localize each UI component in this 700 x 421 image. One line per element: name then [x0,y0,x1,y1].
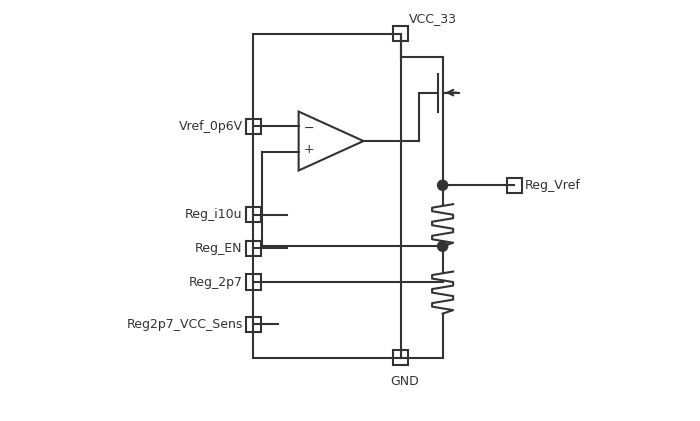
Text: Vref_0p6V: Vref_0p6V [178,120,243,133]
Text: VCC_33: VCC_33 [409,12,457,25]
Text: +: + [304,143,314,156]
Circle shape [438,180,448,190]
Text: Reg_EN: Reg_EN [195,242,243,255]
Text: −: − [304,122,314,135]
Text: Reg2p7_VCC_Sens: Reg2p7_VCC_Sens [126,318,243,330]
Text: Reg_Vref: Reg_Vref [525,179,580,192]
Text: Reg_i10u: Reg_i10u [185,208,243,221]
Text: GND: GND [391,375,419,388]
Text: Reg_2p7: Reg_2p7 [188,276,243,288]
Circle shape [438,241,448,251]
